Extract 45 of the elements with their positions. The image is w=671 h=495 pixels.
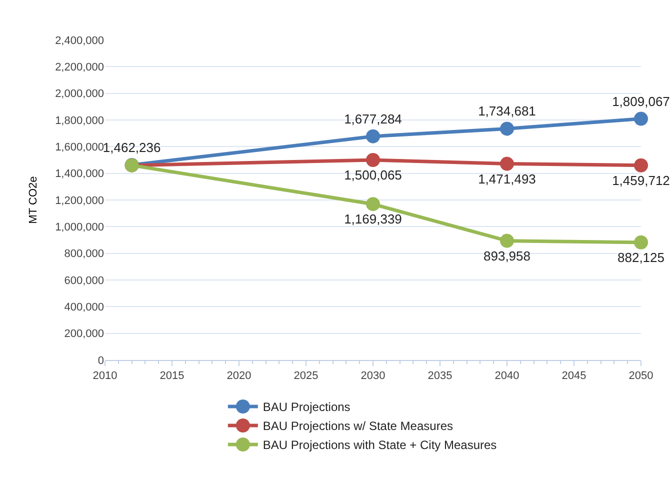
y-tick-label: 1,600,000 <box>55 142 104 154</box>
y-tick-label: 1,400,000 <box>55 168 104 180</box>
data-label: 1,459,712 <box>612 172 670 188</box>
y-tick-label: 0 <box>98 354 104 367</box>
x-tick-label: 2035 <box>428 370 452 382</box>
point <box>500 156 514 171</box>
data-label: 893,958 <box>484 248 530 264</box>
point <box>634 112 648 126</box>
y-tick-label: 200,000 <box>64 328 104 340</box>
y-tick-label: 400,000 <box>64 302 104 314</box>
y-tick-label: 1,000,000 <box>55 222 104 234</box>
data-label: 1,677,284 <box>344 111 402 126</box>
x-tick-label: 2050 <box>628 370 654 382</box>
x-tick-label: 2020 <box>226 370 252 382</box>
x-tick-label: 2040 <box>494 370 520 382</box>
x-tick-label: 2015 <box>160 370 184 382</box>
data-label: 882,125 <box>618 250 664 265</box>
x-tick-label: 2030 <box>360 370 386 382</box>
y-tick-label: 1,200,000 <box>55 194 104 207</box>
point <box>500 234 514 248</box>
data-label: 1,734,681 <box>478 104 536 119</box>
legend-label: BAU Projections w/ State Measures <box>262 419 453 434</box>
legend-label: BAU Projections <box>262 400 350 414</box>
point <box>500 122 514 136</box>
x-tick-label: 2045 <box>562 370 586 382</box>
point <box>366 197 380 212</box>
y-tick-label: 2,400,000 <box>55 34 104 47</box>
y-tick-label: 1,800,000 <box>55 114 104 127</box>
y-axis-title: MT CO2e <box>28 176 40 224</box>
y-tick-label: 600,000 <box>64 274 104 287</box>
data-label: 1,500,065 <box>344 167 402 182</box>
x-tick-label: 2025 <box>294 370 318 382</box>
point <box>634 158 648 172</box>
data-label: 1,462,236 <box>102 140 161 156</box>
data-label: 1,169,339 <box>344 212 402 227</box>
y-tick-label: 2,200,000 <box>55 62 104 74</box>
point <box>366 129 380 144</box>
x-tick-label: 2010 <box>92 370 118 382</box>
y-tick-label: 2,000,000 <box>55 88 104 100</box>
point <box>366 152 380 167</box>
point <box>634 235 648 250</box>
legend-label: BAU Projections with State + City Measures <box>262 438 497 452</box>
y-tick-label: 800,000 <box>64 248 104 260</box>
data-label: 1,809,067 <box>612 94 670 109</box>
data-label: 1,471,493 <box>478 171 536 186</box>
